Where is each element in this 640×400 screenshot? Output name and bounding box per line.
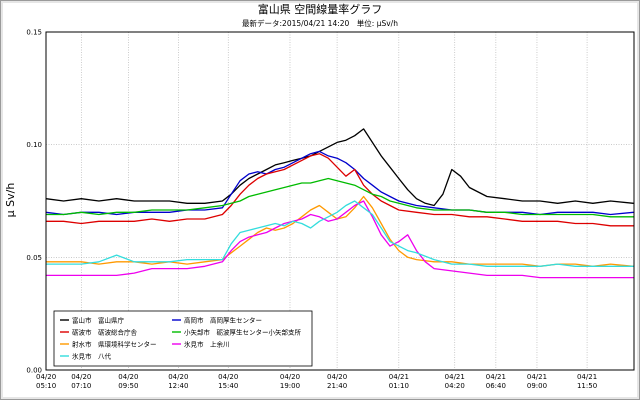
chart-title: 富山県 空間線量率グラフ bbox=[258, 2, 383, 16]
y-tick-label: 0.05 bbox=[26, 254, 42, 262]
series-line-3 bbox=[46, 177, 634, 218]
x-tick-time: 07:10 bbox=[71, 382, 91, 390]
y-tick-label: 0.15 bbox=[26, 29, 42, 37]
y-tick-label: 0.00 bbox=[26, 367, 42, 375]
x-tick-time: 11:50 bbox=[577, 382, 597, 390]
x-tick-date: 04/21 bbox=[445, 373, 465, 381]
x-tick-time: 19:00 bbox=[280, 382, 300, 390]
series-line-6 bbox=[46, 200, 634, 267]
y-tick-label: 0.10 bbox=[26, 141, 42, 149]
legend-label: 氷見市 八代 bbox=[72, 351, 112, 360]
grid bbox=[46, 32, 634, 370]
x-tick-date: 04/21 bbox=[486, 373, 506, 381]
x-tick-date: 04/20 bbox=[36, 373, 56, 381]
x-tick-time: 12:40 bbox=[168, 382, 188, 390]
series-line-2 bbox=[46, 153, 634, 227]
x-tick-date: 04/20 bbox=[218, 373, 238, 381]
x-tick-date: 04/21 bbox=[527, 373, 547, 381]
chart-subtitle: 最新データ:2015/04/21 14:20 単位: μSv/h bbox=[242, 18, 398, 28]
series-line-1 bbox=[45, 150, 634, 216]
series-line-5 bbox=[46, 200, 634, 279]
x-tick-time: 01:10 bbox=[389, 382, 409, 390]
series-group bbox=[45, 128, 634, 279]
series-line-0 bbox=[45, 128, 634, 207]
legend-label: 高岡市 高岡厚生センター bbox=[184, 315, 262, 324]
legend-label: 射水市 県環境科学センター bbox=[72, 339, 157, 348]
x-tick-date: 04/21 bbox=[389, 373, 409, 381]
x-tick-time: 04:20 bbox=[445, 382, 465, 390]
series-line-4 bbox=[46, 195, 634, 267]
x-tick-date: 04/20 bbox=[71, 373, 91, 381]
x-tick-date: 04/20 bbox=[168, 373, 188, 381]
x-tick-time: 21:40 bbox=[327, 382, 347, 390]
legend-box bbox=[53, 310, 313, 367]
x-tick-date: 04/20 bbox=[118, 373, 138, 381]
x-tick-date: 04/20 bbox=[327, 373, 347, 381]
x-tick-time: 09:00 bbox=[527, 382, 547, 390]
legend-label: 富山市 富山県庁 bbox=[72, 315, 125, 324]
y-axis-label: μ Sv/h bbox=[4, 183, 17, 218]
legend-label: 砺波市 砺波総合庁舎 bbox=[72, 327, 138, 336]
axis-ticks: 0.000.050.100.1504/2005:1004/2007:1004/2… bbox=[26, 29, 597, 391]
x-tick-time: 09:50 bbox=[118, 382, 138, 390]
x-tick-date: 04/21 bbox=[577, 373, 597, 381]
legend-label: 小矢部市 砺波厚生センター小矢部支所 bbox=[184, 327, 302, 336]
x-tick-time: 06:40 bbox=[486, 382, 506, 390]
x-tick-time: 15:40 bbox=[218, 382, 238, 390]
x-tick-time: 05:10 bbox=[36, 382, 56, 390]
x-tick-date: 04/20 bbox=[280, 373, 300, 381]
legend-label: 氷見市 上余川 bbox=[184, 339, 230, 348]
plot-area bbox=[45, 31, 635, 371]
